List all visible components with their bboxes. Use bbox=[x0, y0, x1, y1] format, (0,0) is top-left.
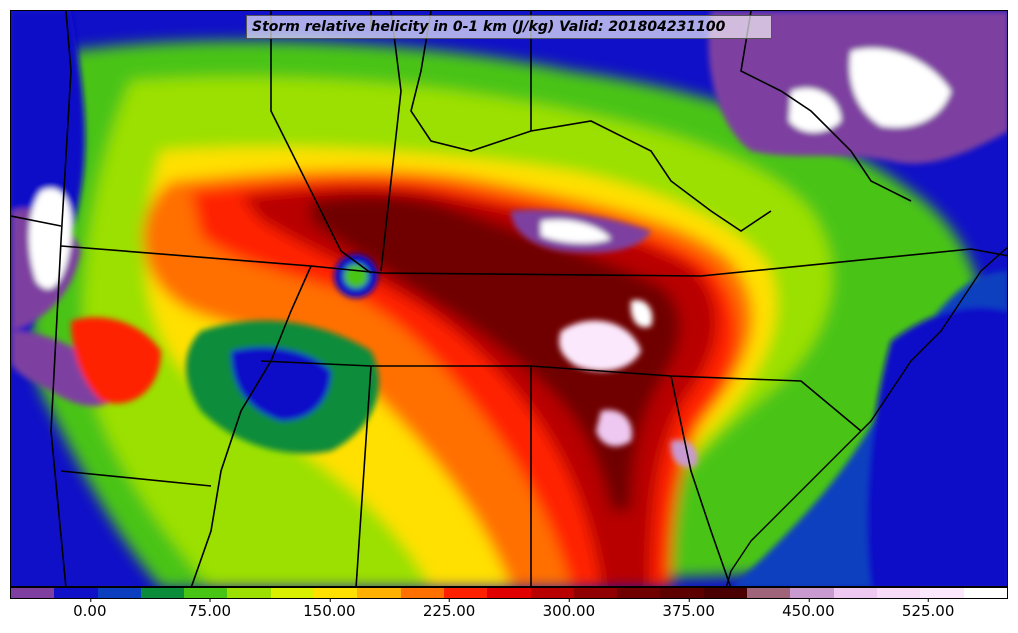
colorbar-segment bbox=[876, 588, 921, 598]
colorbar-segment bbox=[97, 588, 141, 598]
colorbar-segment bbox=[790, 588, 834, 598]
helicity-detail bbox=[11, 11, 1007, 586]
colorbar-tick-label: 225.00 bbox=[422, 599, 476, 620]
colorbar-segment bbox=[270, 588, 315, 598]
colorbar-segment bbox=[573, 588, 618, 598]
colorbar-tick-label: 300.00 bbox=[542, 599, 596, 620]
colorbar-segment bbox=[747, 588, 791, 598]
colorbar-ticks: 0.00 75.00 150.00 225.00 300.00 375.00 450.00 5… bbox=[10, 599, 1008, 630]
colorbar-segment bbox=[443, 588, 488, 598]
colorbar-segment bbox=[963, 588, 1007, 598]
coastline bbox=[725, 246, 1007, 586]
colorbar-segment bbox=[227, 588, 271, 598]
colorbar-tick-label: 375.00 bbox=[662, 599, 715, 620]
colorbar-segment bbox=[54, 588, 98, 598]
colorbar-segment bbox=[617, 588, 661, 598]
colorbar-segment bbox=[833, 588, 877, 598]
colorbar-segment bbox=[920, 588, 964, 598]
colorbar-segment bbox=[314, 588, 358, 598]
helicity-map bbox=[11, 11, 1007, 586]
colorbar-tick-label: 450.00 bbox=[782, 599, 835, 620]
colorbar-segment bbox=[184, 588, 228, 598]
colorbar-segment bbox=[703, 588, 748, 598]
colorbar-tick-label: 75.00 bbox=[188, 599, 232, 620]
colorbar-segment bbox=[140, 588, 185, 598]
colorbar-segment bbox=[357, 588, 401, 598]
colorbar-segment bbox=[400, 588, 444, 598]
map-title: Storm relative helicity in 0-1 km (J/kg)… bbox=[246, 15, 772, 39]
colorbar-tick-label: 150.00 bbox=[303, 599, 356, 620]
state-boundaries bbox=[11, 11, 1007, 586]
colorbar-tick-label: 0.00 bbox=[73, 599, 107, 620]
colorbar-tick-label: 525.00 bbox=[901, 599, 955, 620]
colorbar bbox=[10, 587, 1008, 599]
colorbar-segment bbox=[660, 588, 704, 598]
colorbar-segment bbox=[11, 588, 55, 598]
map-panel bbox=[10, 10, 1008, 587]
colorbar-segment bbox=[487, 588, 531, 598]
colorbar-segment bbox=[530, 588, 574, 598]
helicity-field bbox=[31, 40, 983, 586]
